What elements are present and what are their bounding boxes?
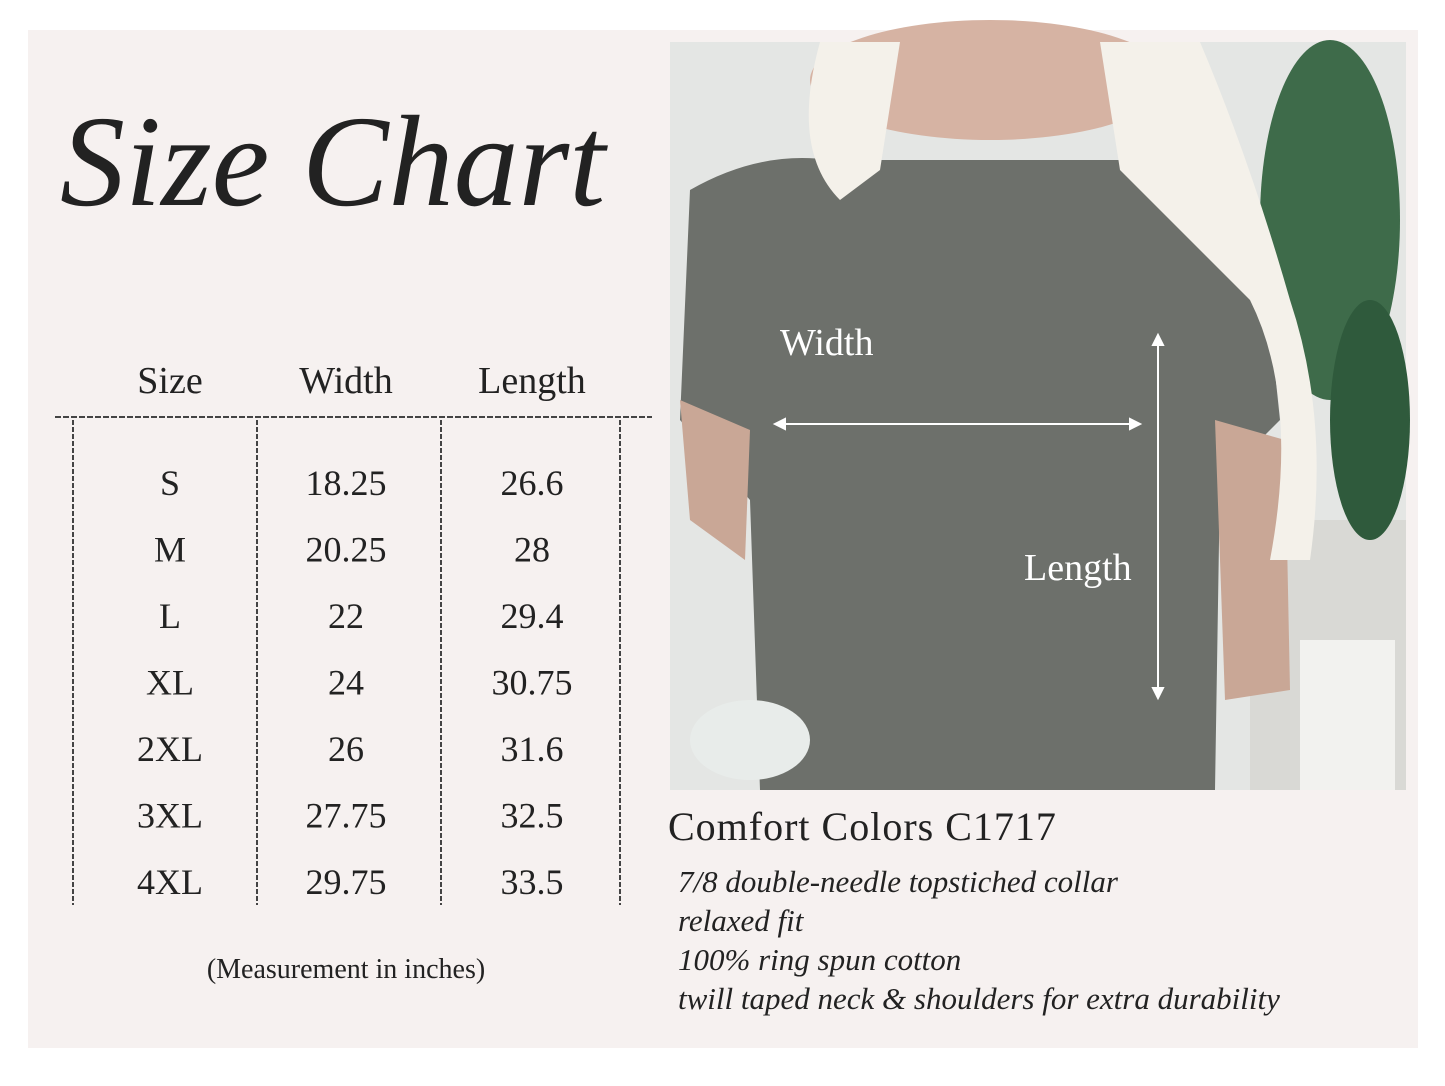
table-cell: 28	[514, 530, 550, 570]
product-title: Comfort Colors C1717	[668, 804, 1057, 849]
table-cell: 26.6	[501, 463, 564, 503]
table-cell: 3XL	[137, 796, 203, 836]
table-cell: 27.75	[306, 796, 387, 836]
table-cell: M	[154, 530, 186, 570]
feature-list: 7/8 double-needle topstiched collar relax…	[678, 864, 1280, 1016]
photo	[670, 20, 1410, 790]
table-cell: XL	[146, 663, 194, 703]
title: Size Chart	[60, 90, 608, 234]
table-cell: 22	[328, 596, 364, 636]
table-cell: L	[159, 596, 181, 636]
table-cell: 33.5	[501, 862, 564, 902]
feature: twill taped neck & shoulders for extra d…	[678, 981, 1280, 1016]
table-cell: 31.6	[501, 729, 564, 769]
column-header: Size	[137, 360, 202, 402]
table-cell: 4XL	[137, 862, 203, 902]
size-table: Size Width Length S 18.25 26.6 M 20.25 28 L 22 29.4…	[72, 360, 621, 905]
feature: relaxed fit	[678, 903, 805, 938]
length-label: Length	[1024, 547, 1132, 589]
table-cell: 26	[328, 729, 364, 769]
feature: 100% ring spun cotton	[678, 942, 961, 977]
measurement-note: (Measurement in inches)	[207, 954, 485, 985]
table-cell: 20.25	[306, 530, 387, 570]
column-header: Length	[478, 360, 586, 402]
table-cell: 29.4	[501, 596, 564, 636]
table-cell: S	[160, 463, 180, 503]
column-header: Width	[299, 360, 392, 402]
table-cell: 24	[328, 663, 364, 703]
table-cell: 30.75	[492, 663, 573, 703]
table-cell: 29.75	[306, 862, 387, 902]
feature: 7/8 double-needle topstiched collar	[678, 864, 1119, 899]
table-cell: 18.25	[306, 463, 387, 503]
table-cell: 2XL	[137, 729, 203, 769]
width-label: Width	[780, 322, 873, 364]
table-cell: 32.5	[501, 796, 564, 836]
measure-arrows	[772, 332, 1165, 701]
